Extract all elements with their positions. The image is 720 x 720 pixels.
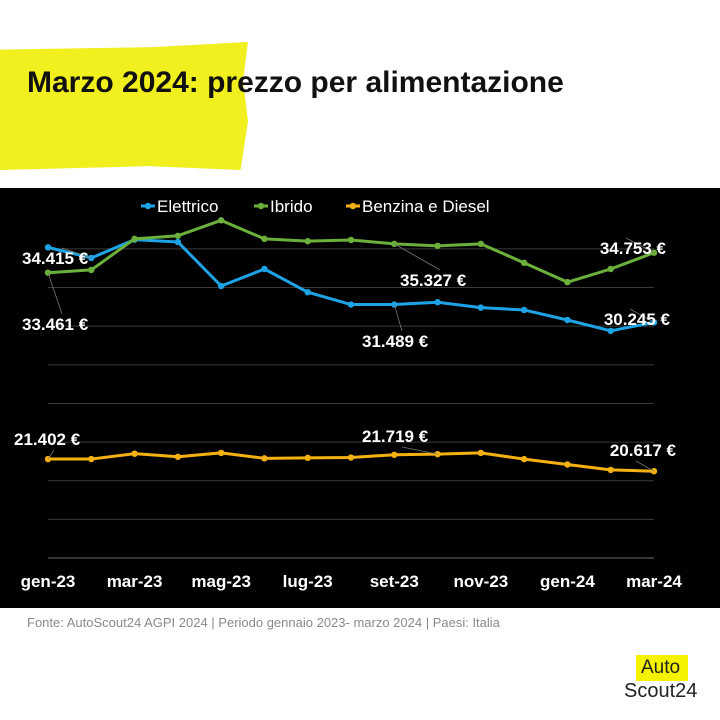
series-line-elettrico [47,238,655,333]
x-tick-label: set-23 [370,572,419,591]
x-tick-label: lug-23 [283,572,333,591]
x-tick-label: gen-23 [21,572,76,591]
source-note: Fonte: AutoScout24 AGPI 2024 | Periodo g… [27,615,500,630]
data-label: 34.753 € [600,239,667,258]
legend-label: Elettrico [157,197,218,216]
data-point [174,238,182,246]
data-label: 34.415 € [22,249,89,268]
x-tick-label: mag-23 [191,572,251,591]
data-point [174,232,182,239]
page-title: Marzo 2024: prezzo per alimentazione [27,66,564,99]
data-point [217,449,225,457]
data-label: 21.402 € [14,430,81,449]
data-label: 31.489 € [362,332,429,351]
data-point [477,240,485,248]
data-label: 35.327 € [400,271,467,290]
x-tick-label: nov-23 [453,572,508,591]
data-point [304,454,311,462]
data-point [174,453,182,460]
title-highlight [0,42,248,170]
x-tick-label: gen-24 [540,572,595,591]
data-point [217,217,225,224]
data-point [131,235,138,243]
line-chart: gen-23 mar-23 mag-23 lug-23 set-23 nov-23 gen-… [14,197,682,591]
series-line-ibrido [47,218,655,284]
data-label: 30.245 € [604,310,671,329]
data-point [564,461,571,468]
data-point [304,288,311,296]
data-point [88,254,95,262]
annotation-leader [393,304,403,332]
data-point [261,265,268,273]
legend-item: Elettrico [141,197,218,216]
data-point [607,265,614,273]
data-point [564,278,571,286]
annotation-leader [47,449,55,460]
annotation-leader [635,460,655,472]
data-point [607,327,614,335]
data-point [564,316,571,324]
data-label: 33.461 € [22,315,89,334]
annotation-leader [625,237,655,254]
data-point [131,450,138,457]
data-point [88,455,95,463]
data-point [88,266,95,274]
data-point [217,282,225,290]
annotation-leader [61,247,92,259]
data-label: 20.617 € [610,441,677,460]
logo-yellow-box [636,655,688,681]
data-point [347,301,355,308]
legend-label: Ibrido [270,197,313,216]
autoscout24-logo: Auto Scout24 [620,655,700,705]
data-point [261,235,268,243]
legend-marker [144,202,152,210]
annotation-leader [394,243,441,271]
x-tick-label: mar-24 [626,572,682,591]
annotation-leader [401,446,438,455]
data-point [434,242,441,250]
data-point [44,244,52,251]
data-point [434,299,441,306]
legend-marker [257,202,265,210]
legend-label: Benzina e Diesel [362,197,490,216]
data-point [520,306,528,314]
x-tick-label: mar-23 [107,572,163,591]
data-point [347,236,355,244]
data-point [477,304,485,311]
data-point [261,455,268,462]
logo-text-auto: Auto [641,657,681,678]
logo-text-scout24: Scout24 [624,680,698,702]
data-point [391,451,398,458]
annotation-leader [47,272,63,315]
data-point [607,466,614,474]
data-point [304,237,311,245]
data-point [477,449,485,457]
legend-item: Benzina e Diesel [346,197,490,216]
legend-item: Ibrido [254,197,313,216]
data-point [520,259,528,267]
legend-marker [349,202,357,210]
data-point [520,455,528,463]
chart-panel [0,188,720,608]
data-label: 21.719 € [362,427,429,446]
data-point [347,454,355,461]
annotation-leader [629,308,655,323]
